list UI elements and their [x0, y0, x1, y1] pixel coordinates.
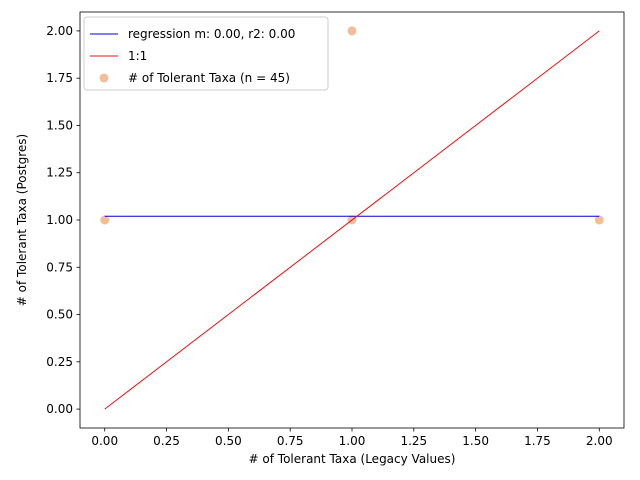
y-tick-label: 1.50 [46, 118, 73, 132]
y-tick-label: 1.75 [46, 71, 73, 85]
scatter-point [347, 26, 357, 36]
x-tick-label: 0.25 [153, 434, 180, 448]
x-axis-label: # of Tolerant Taxa (Legacy Values) [249, 452, 456, 466]
x-tick-label: 1.25 [400, 434, 427, 448]
y-tick-label: 0.75 [46, 260, 73, 274]
y-tick-label: 0.50 [46, 308, 73, 322]
y-tick-label: 1.25 [46, 166, 73, 180]
x-tick-label: 1.75 [524, 434, 551, 448]
legend-scatter-swatch [99, 73, 109, 83]
legend-box [83, 16, 329, 91]
x-tick-label: 0.75 [277, 434, 304, 448]
x-tick-label: 0.00 [91, 434, 118, 448]
x-tick-label: 1.50 [462, 434, 489, 448]
y-axis-label: # of Tolerant Taxa (Postgres) [15, 134, 29, 306]
scatter-point [594, 215, 604, 225]
y-tick-label: 0.00 [46, 402, 73, 416]
y-tick-label: 0.25 [46, 355, 73, 369]
y-tick-label: 1.00 [46, 213, 73, 227]
x-tick-label: 1.00 [339, 434, 366, 448]
legend-regression-label: regression m: 0.00, r2: 0.00 [128, 27, 295, 41]
y-tick-label: 2.00 [46, 24, 73, 38]
scatter-point [100, 215, 110, 225]
legend: regression m: 0.00, r2: 0.00 1:1 # of To… [83, 16, 329, 91]
one-to-one-line [104, 30, 600, 410]
x-tick-label: 0.50 [215, 434, 242, 448]
x-tick-label: 2.00 [586, 434, 613, 448]
legend-scatter-label: # of Tolerant Taxa (n = 45) [128, 71, 290, 85]
legend-one-to-one-label: 1:1 [128, 49, 147, 63]
